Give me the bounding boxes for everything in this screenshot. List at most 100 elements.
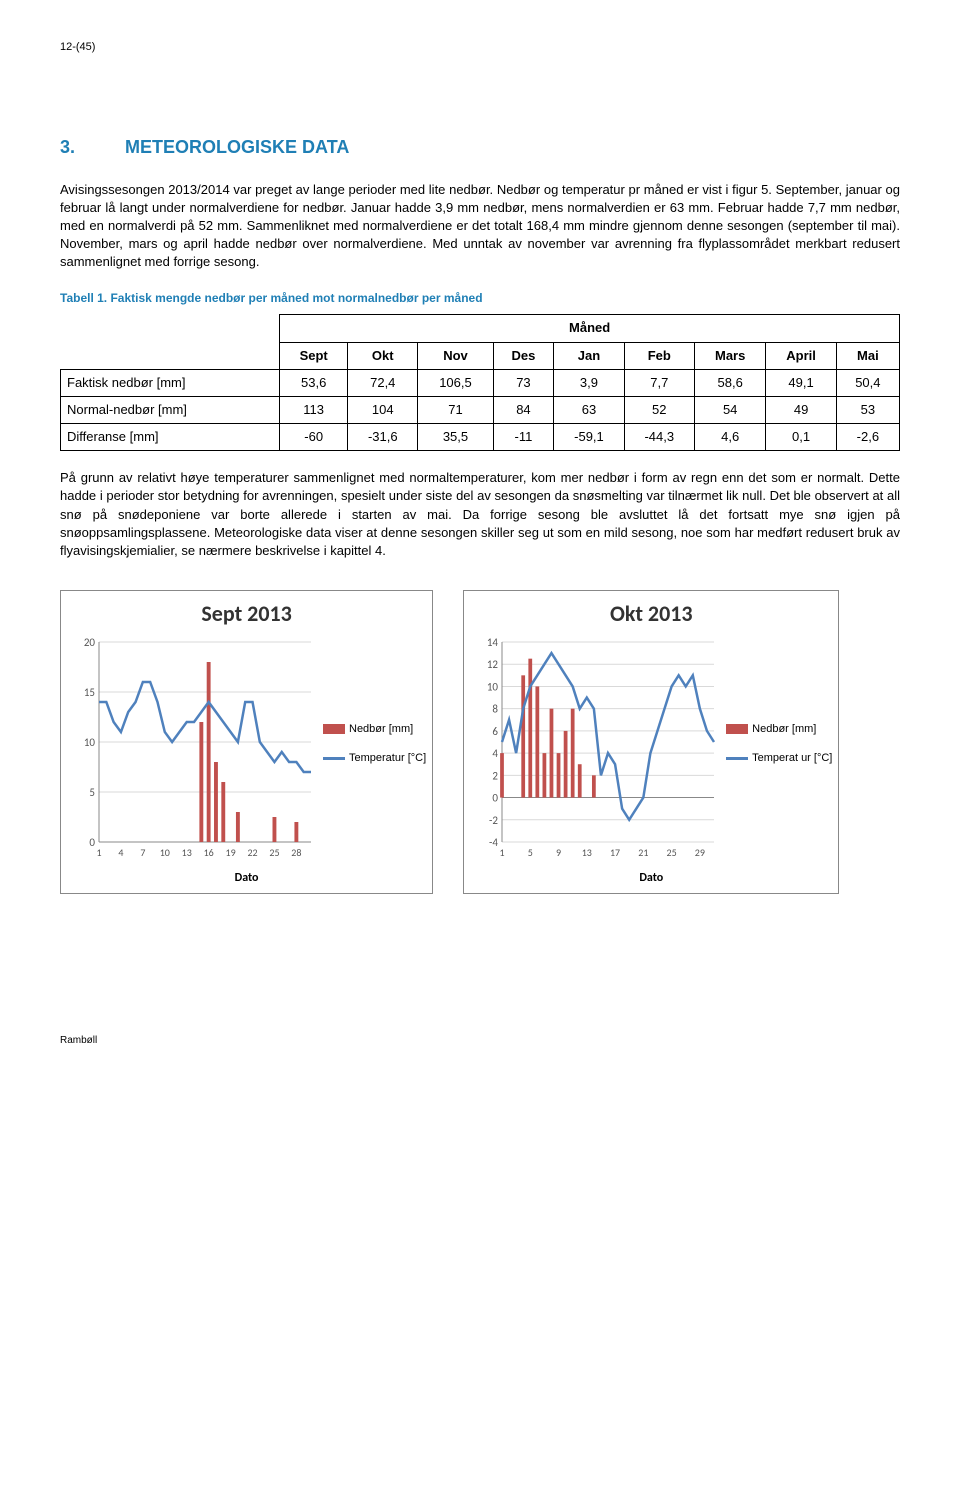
svg-text:9: 9	[556, 846, 561, 859]
table-col-header: Nov	[418, 342, 493, 369]
chart-okt: Okt 2013 -4 -2 0 2 4 6 8 10 12 14 1 5 9 13 17 21 25 29 Ne…	[463, 590, 839, 894]
svg-text:19: 19	[226, 846, 236, 859]
svg-text:7: 7	[140, 846, 145, 859]
table-cell: 106,5	[418, 369, 493, 396]
svg-text:22: 22	[247, 846, 257, 859]
table-cell: 3,9	[554, 369, 624, 396]
table-cell: 72,4	[348, 369, 418, 396]
table-cell: 104	[348, 396, 418, 423]
table-cell: 50,4	[836, 369, 899, 396]
table-cell: -44,3	[624, 424, 694, 451]
table-col-header: Jan	[554, 342, 624, 369]
table-col-header: Mars	[694, 342, 766, 369]
svg-text:5: 5	[528, 846, 533, 859]
legend-line-swatch	[726, 757, 748, 760]
section-heading: 3. METEOROLOGISKE DATA	[60, 135, 900, 160]
svg-text:10: 10	[487, 680, 499, 693]
table-group-header: Måned	[280, 315, 900, 342]
svg-text:1: 1	[96, 846, 101, 859]
table-cell: 54	[694, 396, 766, 423]
table-cell: 113	[280, 396, 348, 423]
svg-text:12: 12	[487, 658, 499, 671]
svg-text:20: 20	[84, 636, 96, 649]
svg-text:13: 13	[582, 846, 592, 859]
svg-text:2: 2	[493, 769, 499, 782]
paragraph-2: På grunn av relativt høye temperaturer s…	[60, 469, 900, 560]
legend-line-label: Temperat ur [°C]	[752, 751, 832, 766]
chart-sept-legend: Nedbør [mm] Temperatur [°C]	[323, 722, 426, 781]
svg-text:10: 10	[160, 846, 170, 859]
table-cell: 0,1	[766, 424, 836, 451]
svg-text:25: 25	[269, 846, 279, 859]
chart-okt-title: Okt 2013	[610, 599, 693, 630]
table-cell: 53	[836, 396, 899, 423]
chart-okt-svg: -4 -2 0 2 4 6 8 10 12 14 1 5 9 13 17 21 25 29	[470, 636, 720, 866]
svg-text:21: 21	[638, 846, 648, 859]
svg-text:1: 1	[500, 846, 505, 859]
chart-okt-legend: Nedbør [mm] Temperat ur [°C]	[726, 722, 832, 781]
table-col-header: Feb	[624, 342, 694, 369]
legend-line-swatch	[323, 757, 345, 760]
table-cell: -31,6	[348, 424, 418, 451]
svg-text:16: 16	[204, 846, 214, 859]
table-cell: 84	[493, 396, 554, 423]
table-cell: 49	[766, 396, 836, 423]
table-cell: 71	[418, 396, 493, 423]
row-label: Normal-nedbør [mm]	[61, 396, 280, 423]
table-cell: 63	[554, 396, 624, 423]
svg-text:25: 25	[667, 846, 677, 859]
svg-text:17: 17	[610, 846, 620, 859]
svg-text:14: 14	[487, 636, 499, 649]
svg-text:8: 8	[493, 703, 499, 716]
table-cell: 35,5	[418, 424, 493, 451]
table-col-header: Des	[493, 342, 554, 369]
svg-text:5: 5	[89, 786, 95, 799]
table-cell: -59,1	[554, 424, 624, 451]
table-cell: 73	[493, 369, 554, 396]
svg-text:13: 13	[182, 846, 192, 859]
table-col-header: Mai	[836, 342, 899, 369]
table-cell: 7,7	[624, 369, 694, 396]
legend-bar-swatch	[726, 724, 748, 734]
page-number: 12-(45)	[60, 40, 900, 55]
row-label: Differanse [mm]	[61, 424, 280, 451]
section-title: METEOROLOGISKE DATA	[125, 137, 349, 157]
table-col-header: Okt	[348, 342, 418, 369]
legend-line-label: Temperatur [°C]	[349, 751, 426, 766]
charts-row: Sept 2013 0510152014710131619222528 Nedb…	[60, 590, 900, 894]
svg-text:0: 0	[89, 836, 95, 849]
table-cell: 53,6	[280, 369, 348, 396]
svg-text:28: 28	[291, 846, 301, 859]
svg-text:29: 29	[695, 846, 705, 859]
table-caption: Tabell 1. Faktisk mengde nedbør per måne…	[60, 290, 900, 307]
svg-text:0: 0	[493, 792, 499, 805]
svg-text:4: 4	[493, 747, 499, 760]
svg-text:4: 4	[118, 846, 123, 859]
svg-text:15: 15	[84, 686, 95, 699]
section-number: 3.	[60, 135, 120, 160]
paragraph-1: Avisingssesongen 2013/2014 var preget av…	[60, 181, 900, 272]
row-label: Faktisk nedbør [mm]	[61, 369, 280, 396]
table-cell: -60	[280, 424, 348, 451]
legend-bar-label: Nedbør [mm]	[752, 722, 816, 737]
legend-bar-swatch	[323, 724, 345, 734]
table-col-header: April	[766, 342, 836, 369]
footer: Rambøll	[60, 1034, 900, 1048]
chart-sept-svg: 0 5 10 15 20 1 4 7 10 13 16 19 22 25 28	[67, 636, 317, 866]
table-cell: -2,6	[836, 424, 899, 451]
table-cell: 4,6	[694, 424, 766, 451]
chart-sept: Sept 2013 0 5 10 15 20 1 4 7 10 13 16 19 22 25 28 Nedb…	[60, 590, 433, 894]
precipitation-table: Måned SeptOktNovDesJanFebMarsAprilMai Fa…	[60, 314, 900, 451]
svg-text:-2: -2	[489, 814, 498, 827]
table-cell: 58,6	[694, 369, 766, 396]
svg-text:6: 6	[493, 725, 499, 738]
table-cell: 49,1	[766, 369, 836, 396]
table-cell: 52	[624, 396, 694, 423]
table-cell: -11	[493, 424, 554, 451]
chart-sept-title: Sept 2013	[201, 599, 291, 630]
svg-text:10: 10	[84, 736, 96, 749]
chart-okt-xlabel: Dato	[639, 870, 663, 887]
chart-sept-xlabel: Dato	[235, 870, 259, 887]
svg-text:-4: -4	[489, 836, 498, 849]
table-col-header: Sept	[280, 342, 348, 369]
